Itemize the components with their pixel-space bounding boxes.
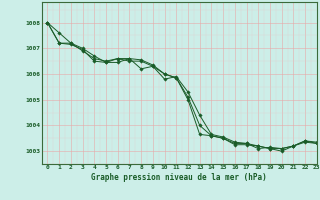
X-axis label: Graphe pression niveau de la mer (hPa): Graphe pression niveau de la mer (hPa)	[91, 173, 267, 182]
